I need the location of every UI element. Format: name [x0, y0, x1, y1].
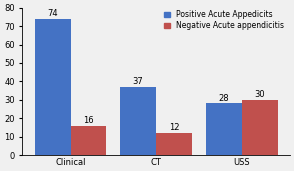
Bar [35, 19, 71, 155]
Text: 74: 74 [47, 9, 58, 18]
Bar [206, 103, 242, 155]
Text: 28: 28 [218, 94, 229, 103]
Text: 37: 37 [133, 77, 143, 86]
Bar [242, 100, 278, 155]
Legend: Positive Acute Appedicits, Negative Acute appendicitis: Positive Acute Appedicits, Negative Acut… [163, 9, 286, 32]
Text: 12: 12 [169, 123, 179, 132]
Text: 30: 30 [254, 90, 265, 99]
Bar [120, 87, 156, 155]
Bar [71, 126, 106, 155]
Bar [156, 133, 192, 155]
Text: 16: 16 [83, 116, 94, 125]
